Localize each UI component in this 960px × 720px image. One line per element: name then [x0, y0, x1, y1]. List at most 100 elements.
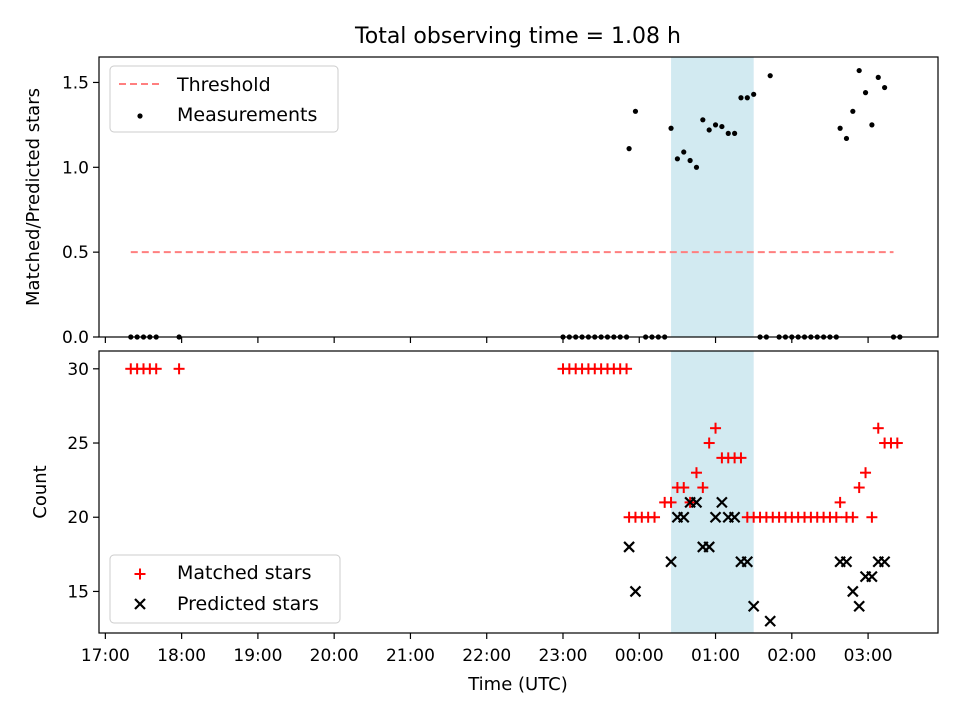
predicted-star-point — [853, 600, 865, 613]
matched-star-point — [872, 422, 884, 434]
x-tick-label: 02:00 — [767, 646, 816, 666]
measurement-point — [882, 84, 888, 91]
count-marks — [125, 363, 903, 627]
matched-star-point — [678, 482, 690, 494]
ratio-y-axis: 0.0 0.5 1.0 1.5 — [62, 73, 99, 348]
chart-title: Total observing time = 1.08 h — [354, 24, 681, 49]
matched-star-point — [703, 437, 715, 449]
count-x-axis: 17:00 18:00 19:00 20:00 21:00 22:00 23:00 00:00… — [81, 633, 893, 666]
x-tick-label: 18:00 — [157, 646, 206, 666]
legend-predicted-label: Predicted stars — [177, 593, 319, 615]
matched-star-point — [697, 482, 709, 494]
matched-star-point — [860, 467, 872, 479]
ratio-y-axis-label: Matched/Predicted stars — [23, 88, 44, 306]
matched-star-point — [847, 511, 859, 523]
predicted-star-point — [741, 555, 754, 568]
measurement-point — [706, 127, 712, 133]
measurement-point — [732, 130, 738, 136]
measurement-point — [751, 91, 757, 97]
predicted-star-point — [716, 496, 728, 509]
x-tick-label: 00:00 — [615, 646, 664, 666]
predicted-star-point — [840, 555, 853, 568]
legend-matched-label: Matched stars — [177, 562, 311, 584]
y-tick-label: 0.0 — [62, 328, 89, 348]
matched-star-point — [735, 452, 747, 464]
matched-star-point — [621, 363, 633, 375]
matched-star-point — [710, 422, 722, 434]
ratio-panel: 0.0 0.5 1.0 1.5 Matched/Predicted stars Thr… — [23, 56, 939, 348]
count-y-axis: 15 20 25 30 — [67, 360, 99, 602]
predicted-star-point — [629, 585, 642, 598]
predicted-star-point — [677, 511, 690, 524]
predicted-star-point — [747, 600, 760, 613]
measurement-point — [738, 95, 744, 101]
x-tick-label: 17:00 — [81, 646, 130, 666]
predicted-star-point — [878, 555, 891, 568]
x-tick-label: 23:00 — [538, 646, 587, 666]
x-tick-label: 01:00 — [691, 646, 740, 666]
predicted-star-point — [728, 511, 741, 524]
matched-star-point — [830, 511, 842, 523]
measurement-point — [668, 125, 674, 131]
measurement-point — [725, 130, 731, 136]
legend-x-marker — [134, 598, 146, 610]
y-tick-label: 0.5 — [62, 243, 89, 263]
predicted-star-point — [690, 496, 703, 509]
measurement-point — [856, 67, 862, 74]
observing-window-band — [671, 351, 754, 633]
matched-star-point — [834, 496, 846, 508]
measurement-point — [869, 122, 875, 128]
matched-star-point — [649, 511, 661, 523]
measurement-point — [862, 90, 869, 96]
y-tick-label: 30 — [67, 360, 89, 380]
x-tick-label: 20:00 — [310, 646, 359, 666]
measurement-point — [875, 74, 881, 80]
legend-measurements-label: Measurements — [177, 104, 317, 126]
matched-star-point — [866, 511, 878, 523]
matched-star-point — [690, 467, 702, 479]
measurement-point — [687, 157, 693, 164]
x-tick-label: 22:00 — [462, 646, 511, 666]
predicted-star-point — [623, 541, 635, 553]
matched-star-point — [150, 363, 162, 375]
measurement-point — [674, 156, 681, 162]
x-tick-label: 19:00 — [233, 646, 282, 666]
measurement-point — [712, 122, 719, 128]
matched-star-point — [173, 363, 185, 375]
predicted-star-point — [764, 615, 776, 627]
measurement-point — [681, 149, 687, 155]
predicted-star-point — [665, 555, 677, 568]
legend-predicted-swatch — [134, 598, 146, 610]
measurement-point — [767, 73, 773, 79]
count-panel: 15 20 25 30 17:00 18:00 19:00 20:00 21:00 22:00 2… — [30, 350, 939, 695]
legend-plus-marker — [134, 568, 146, 580]
measurement-point — [744, 95, 750, 101]
ratio-legend: Threshold Measurements — [109, 65, 339, 133]
matched-star-point — [891, 437, 903, 449]
count-plot-frame — [98, 350, 939, 634]
ratio-plot-frame — [98, 56, 939, 338]
y-tick-label: 25 — [67, 434, 89, 454]
predicted-star-point — [703, 541, 715, 553]
measurement-point — [843, 135, 850, 142]
measurement-point — [626, 146, 632, 152]
y-tick-label: 1.5 — [62, 73, 89, 93]
x-tick-label: 03:00 — [844, 646, 893, 666]
y-tick-label: 15 — [67, 582, 89, 602]
predicted-star-point — [866, 570, 878, 583]
predicted-star-point — [847, 585, 859, 598]
y-tick-label: 20 — [67, 508, 89, 528]
measurement-point — [700, 117, 706, 123]
measurement-point — [850, 108, 856, 114]
legend-measurements-swatch — [137, 113, 143, 119]
measurement-point — [693, 164, 700, 170]
matched-star-point — [853, 482, 865, 494]
matched-star-point — [665, 496, 677, 508]
count-y-axis-label: Count — [30, 465, 51, 518]
x-tick-label: 21:00 — [386, 646, 435, 666]
predicted-star-point — [709, 511, 722, 524]
legend-threshold-label: Threshold — [176, 74, 271, 96]
ratio-x-ticks — [104, 337, 869, 343]
count-x-axis-label: Time (UTC) — [467, 674, 568, 695]
